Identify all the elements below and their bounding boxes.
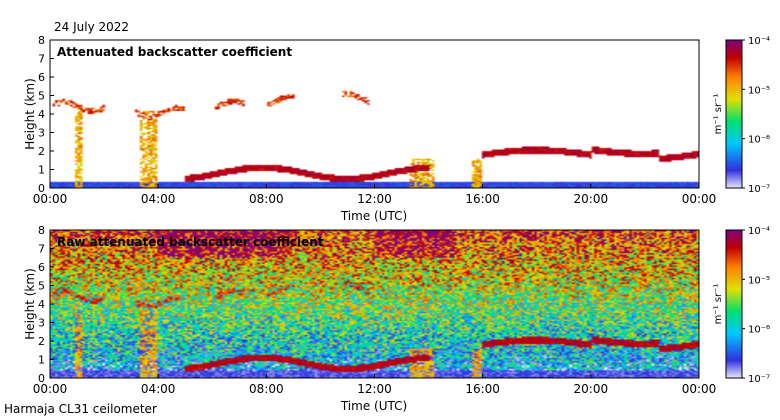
panel-title: Raw attenuated backscatter coefficient xyxy=(57,235,324,249)
colorbar xyxy=(725,39,743,189)
y-tick-label: 3 xyxy=(38,317,45,330)
y-tick-label: 8 xyxy=(38,224,45,237)
y-tick-label: 6 xyxy=(38,261,45,274)
y-tick-label: 5 xyxy=(38,280,45,293)
x-tick-label: 12:00 xyxy=(357,382,392,396)
panel-attenuated: Attenuated backscatter coefficient 00:00… xyxy=(23,34,770,223)
x-tick-label: 20:00 xyxy=(574,192,609,206)
x-tick-label: 08:00 xyxy=(249,192,284,206)
colorbar-tick-label: 10⁻⁵ xyxy=(748,275,770,286)
heatmap-attenuated xyxy=(50,40,699,188)
y-tick-label: 2 xyxy=(38,335,45,348)
x-tick-label: 04:00 xyxy=(141,192,176,206)
y-tick-label: 2 xyxy=(38,145,45,158)
y-tick-label: 6 xyxy=(38,71,45,84)
y-tick-label: 1 xyxy=(38,164,45,177)
x-axis-label: Time (UTC) xyxy=(340,209,407,223)
y-axis-label: Height (km) xyxy=(23,78,37,149)
x-tick-label: 00:00 xyxy=(682,192,717,206)
colorbar-tick-label: 10⁻⁷ xyxy=(748,374,770,385)
x-tick-label: 08:00 xyxy=(249,382,284,396)
colorbar-tick-label: 10⁻⁵ xyxy=(748,85,770,96)
panel-raw: Raw attenuated backscatter coefficient 0… xyxy=(23,224,770,413)
y-tick-label: 7 xyxy=(38,243,45,256)
x-tick-label: 20:00 xyxy=(574,382,609,396)
colorbar-tick-label: 10⁻⁶ xyxy=(748,325,770,336)
y-tick-label: 1 xyxy=(38,354,45,367)
date-label: 24 July 2022 xyxy=(54,20,130,34)
y-tick-label: 0 xyxy=(38,182,45,195)
y-tick-label: 7 xyxy=(38,53,45,66)
x-tick-label: 04:00 xyxy=(141,382,176,396)
colorbar xyxy=(725,229,743,379)
y-tick-label: 4 xyxy=(38,298,45,311)
x-tick-label: 00:00 xyxy=(33,382,68,396)
y-tick-label: 4 xyxy=(38,108,45,121)
y-tick-label: 5 xyxy=(38,90,45,103)
x-tick-label: 00:00 xyxy=(682,382,717,396)
x-tick-label: 12:00 xyxy=(357,192,392,206)
y-tick-label: 3 xyxy=(38,127,45,140)
panel-title: Attenuated backscatter coefficient xyxy=(57,45,292,59)
colorbar-label: m⁻¹ sr⁻¹ xyxy=(713,94,724,135)
x-axis-label: Time (UTC) xyxy=(340,399,407,413)
y-tick-label: 0 xyxy=(38,372,45,385)
colorbar-tick-label: 10⁻⁷ xyxy=(748,184,770,195)
colorbar-label: m⁻¹ sr⁻¹ xyxy=(713,284,724,325)
x-tick-label: 16:00 xyxy=(465,382,500,396)
heatmap-raw xyxy=(50,230,699,378)
x-tick-label: 00:00 xyxy=(33,192,68,206)
colorbar-tick-label: 10⁻⁴ xyxy=(748,36,770,47)
y-tick-label: 8 xyxy=(38,34,45,47)
instrument-caption: Harmaja CL31 ceilometer xyxy=(4,402,157,416)
x-tick-label: 16:00 xyxy=(465,192,500,206)
colorbar-tick-label: 10⁻⁴ xyxy=(748,226,770,237)
colorbar-tick-label: 10⁻⁶ xyxy=(748,135,770,146)
y-axis-label: Height (km) xyxy=(23,268,37,339)
